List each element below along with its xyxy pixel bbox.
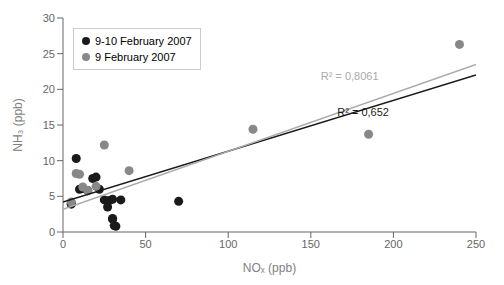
svg-text:30: 30 <box>43 12 55 24</box>
svg-text:R² = 0,652: R² = 0,652 <box>337 106 389 118</box>
svg-text:100: 100 <box>219 238 237 250</box>
svg-text:25: 25 <box>43 48 55 60</box>
html-text:9 February 2007: 9 February 2007 <box>95 51 176 63</box>
svg-text:5: 5 <box>49 190 55 202</box>
svg-text:15: 15 <box>43 119 55 131</box>
svg-text:0: 0 <box>49 226 55 238</box>
svg-text:150: 150 <box>302 238 320 250</box>
svg-text:0: 0 <box>60 238 66 250</box>
svg-text:R² = 0,8061: R² = 0,8061 <box>321 70 379 82</box>
svg-text:NH₃ (ppb): NH₃ (ppb) <box>11 98 25 152</box>
svg-text:NOₓ (ppb): NOₓ (ppb) <box>243 261 296 275</box>
svg-text:10: 10 <box>43 155 55 167</box>
svg-text:50: 50 <box>139 238 151 250</box>
svg-text:250: 250 <box>467 238 485 250</box>
html-text:9-10 February 2007: 9-10 February 2007 <box>95 35 192 47</box>
svg-text:200: 200 <box>384 238 402 250</box>
svg-text:20: 20 <box>43 83 55 95</box>
